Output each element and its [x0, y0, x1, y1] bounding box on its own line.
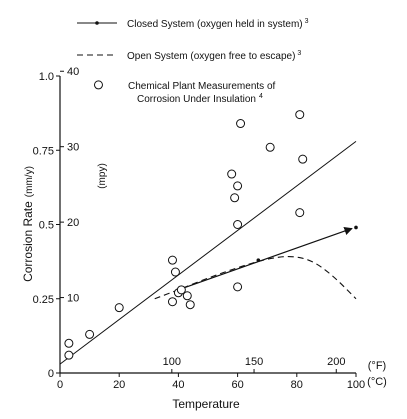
closed-system-line — [178, 227, 353, 291]
x-axis-title: Temperature — [172, 397, 240, 411]
x-tick-label: 80 — [291, 379, 303, 391]
measurement-point — [230, 193, 240, 203]
measurement-point — [170, 267, 180, 277]
measurement-point — [233, 181, 243, 191]
y-secondary-tick-label: 10 — [67, 293, 79, 305]
measurement-point — [295, 110, 305, 120]
measurement-point — [167, 255, 177, 265]
y-secondary-tick-label: 30 — [67, 142, 79, 154]
y-axis-secondary-unit: (mpy) — [97, 163, 108, 189]
x-axis-unit: (°C) — [367, 376, 387, 388]
y-tick-label: 0.25 — [33, 294, 54, 306]
x-ticks: 0 20 40 60 80 100 100 150 200 — [57, 356, 365, 391]
measurement-point — [64, 350, 74, 360]
legend-closed-marker — [95, 21, 99, 25]
y-secondary-tick-label: 40 — [67, 66, 79, 78]
y-tick-label: 0 — [48, 368, 54, 380]
x-axis-secondary-unit: (°F) — [368, 360, 386, 372]
measurement-point — [182, 291, 192, 301]
legend-closed-label: Closed System (oxygen held in system) 3 — [127, 18, 309, 30]
measurement-point — [295, 208, 305, 218]
measurement-point — [185, 300, 195, 310]
legend-open-label: Open System (oxygen free to escape) 3 — [127, 50, 301, 62]
y-tick-label: 1.0 — [39, 71, 54, 83]
axes: 0 0.25 0.5 0.75 1.0 10 20 30 40 0 20 40 60 80 100 100 1… — [33, 66, 366, 391]
measurement-point — [298, 154, 308, 164]
measurement-point — [233, 282, 243, 292]
plot-points — [64, 80, 308, 360]
legend-measurements-line2: Corrosion Under Insulation 4 — [137, 93, 263, 105]
x-tick-label: 20 — [113, 379, 125, 391]
measurement-point — [233, 220, 243, 229]
y-tick-label: 0.5 — [39, 220, 54, 232]
measurement-point — [93, 80, 103, 90]
x-secondary-tick-label: 150 — [245, 356, 263, 368]
measurement-point — [236, 119, 246, 129]
x-tick-label: 100 — [347, 379, 365, 391]
closed-system-point — [354, 225, 358, 230]
trend-line — [59, 140, 357, 365]
y-tick-label: 0.75 — [33, 145, 54, 157]
x-tick-label: 60 — [231, 379, 243, 391]
measurement-point — [167, 297, 177, 307]
measurement-point — [85, 329, 95, 339]
y-axis-title: Corrosion Rate(mm/y) — [21, 166, 35, 282]
y-ticks: 0 0.25 0.5 0.75 1.0 10 20 30 40 — [33, 66, 80, 380]
x-tick-label: 40 — [172, 379, 184, 391]
x-secondary-tick-label: 200 — [327, 356, 345, 368]
measurement-point — [227, 169, 237, 179]
measurement-point — [176, 285, 186, 295]
y-secondary-tick-label: 20 — [67, 217, 79, 229]
measurement-point — [64, 338, 74, 348]
x-secondary-tick-label: 100 — [163, 356, 181, 368]
x-tick-label: 0 — [57, 379, 63, 391]
legend-measurements-line1: Chemical Plant Measurements of — [128, 81, 276, 92]
legend: Closed System (oxygen held in system) 3 O… — [77, 18, 309, 105]
measurement-point — [114, 303, 124, 313]
measurement-point — [265, 142, 275, 152]
